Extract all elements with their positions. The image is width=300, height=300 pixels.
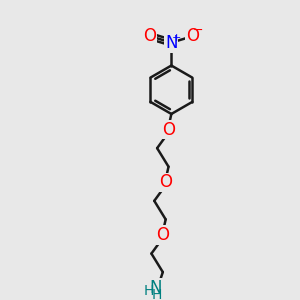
Text: O: O: [143, 27, 157, 45]
Text: −: −: [193, 24, 204, 37]
Text: H: H: [143, 284, 154, 298]
Text: N: N: [165, 34, 178, 52]
Text: +: +: [172, 33, 181, 43]
Text: O: O: [162, 121, 175, 139]
Text: O: O: [159, 173, 172, 191]
Text: O: O: [156, 226, 169, 244]
Text: H: H: [152, 288, 162, 300]
Text: N: N: [149, 279, 162, 297]
Text: O: O: [186, 27, 199, 45]
